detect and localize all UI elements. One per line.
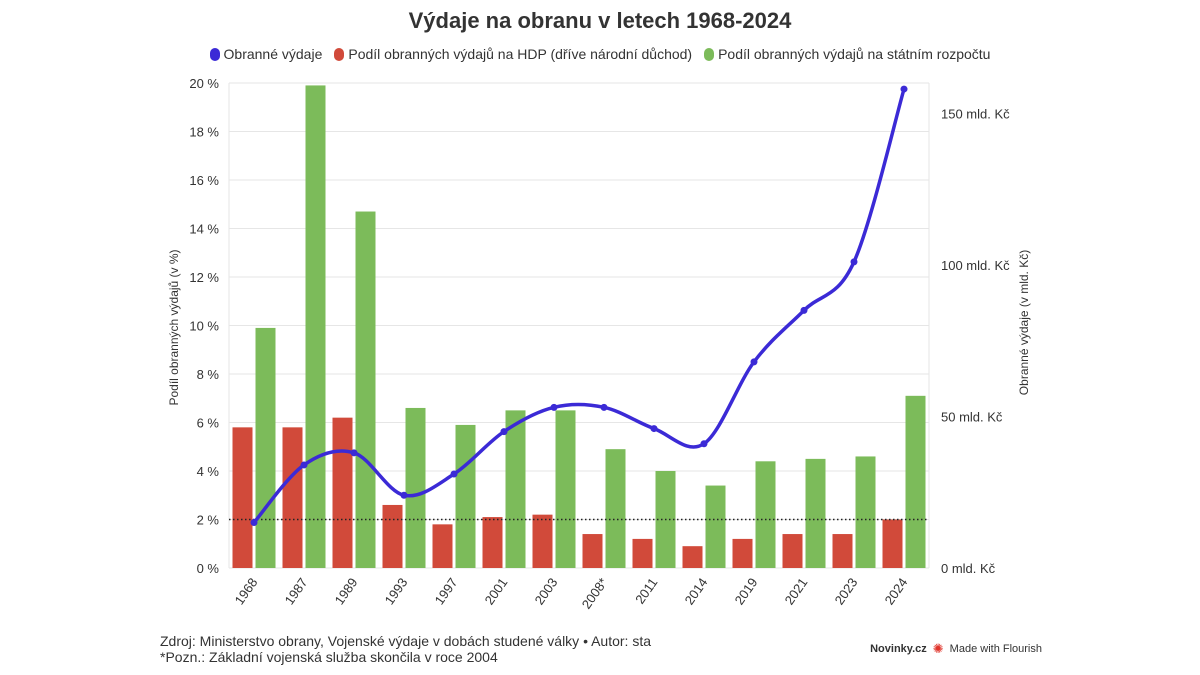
- bar-podil-rozpoctu: [805, 458, 826, 568]
- bar-podil-rozpoctu: [555, 410, 576, 568]
- y-left-tick-label: 12 %: [189, 270, 219, 285]
- line-point-obranne-vydaje: [350, 449, 358, 457]
- y-left-tick-label: 6 %: [197, 416, 220, 431]
- bar-podil-hdp: [332, 417, 353, 568]
- made-with-flourish[interactable]: Made with Flourish: [949, 643, 1042, 655]
- bar-podil-hdp: [232, 427, 253, 568]
- bar-podil-rozpoctu: [855, 456, 876, 568]
- legend-item-podil-rozpoctu[interactable]: Podíl obranných výdajů na státním rozpoč…: [704, 46, 990, 62]
- bar-podil-rozpoctu: [255, 327, 276, 568]
- bar-podil-hdp: [582, 534, 603, 568]
- y-right-axis-title: Obranné výdaje (v mld. Kč): [1017, 250, 1031, 395]
- line-point-obranne-vydaje: [500, 428, 508, 436]
- bar-podil-hdp: [682, 546, 703, 568]
- bar-podil-hdp: [632, 538, 653, 568]
- bar-podil-rozpoctu: [755, 461, 776, 568]
- x-tick-label: 2021: [782, 575, 811, 607]
- bar-podil-hdp: [882, 519, 903, 568]
- y-left-tick-label: 20 %: [189, 76, 219, 91]
- y-right-tick-label: 50 mld. Kč: [941, 409, 1003, 424]
- chart-footer: Zdroj: Ministerstvo obrany, Vojenské výd…: [160, 633, 651, 665]
- y-left-axis-title: Podíl obranných výdajů (v %): [167, 249, 181, 405]
- line-point-obranne-vydaje: [550, 403, 558, 411]
- line-point-obranne-vydaje: [450, 470, 458, 478]
- bar-podil-rozpoctu: [905, 395, 926, 568]
- bar-podil-rozpoctu: [355, 211, 376, 568]
- line-point-obranne-vydaje: [650, 425, 658, 433]
- y-left-tick-label: 8 %: [197, 367, 220, 382]
- legend-item-podil-hdp[interactable]: Podíl obranných výdajů na HDP (dříve nár…: [334, 46, 692, 62]
- bar-podil-hdp: [282, 427, 303, 568]
- bar-podil-rozpoctu: [705, 485, 726, 568]
- x-tick-label: 1997: [432, 575, 461, 607]
- y-left-tick-label: 10 %: [189, 319, 219, 334]
- y-right-tick-label: 150 mld. Kč: [941, 106, 1010, 121]
- bar-podil-rozpoctu: [305, 85, 326, 569]
- x-tick-label: 2014: [682, 575, 711, 607]
- line-point-obranne-vydaje: [750, 358, 758, 366]
- chart-title: Výdaje na obranu v letech 1968-2024: [408, 8, 792, 33]
- x-tick-label: 2023: [832, 575, 861, 607]
- line-point-obranne-vydaje: [300, 461, 308, 469]
- bar-podil-hdp: [732, 538, 753, 568]
- x-tick-label: 2019: [732, 575, 761, 607]
- bar-podil-hdp: [482, 517, 503, 568]
- bar-podil-hdp: [382, 504, 403, 568]
- y-left-tick-label: 16 %: [189, 173, 219, 188]
- x-tick-label: 2008*: [579, 575, 611, 611]
- bar-podil-hdp: [832, 534, 853, 568]
- line-point-obranne-vydaje: [700, 440, 708, 448]
- line-point-obranne-vydaje: [900, 85, 908, 93]
- legend-swatch-green: [704, 47, 715, 61]
- bar-podil-rozpoctu: [605, 449, 626, 568]
- bar-podil-rozpoctu: [505, 410, 526, 568]
- flourish-icon: ✺: [932, 641, 944, 656]
- source-text: Zdroj: Ministerstvo obrany, Vojenské výd…: [160, 633, 652, 649]
- y-left-tick-label: 2 %: [197, 513, 220, 528]
- x-tick-label: 2001: [482, 575, 511, 607]
- x-tick-label: 1993: [382, 575, 411, 607]
- bar-podil-hdp: [782, 534, 803, 568]
- publisher-logo[interactable]: Novinky.cz: [870, 643, 927, 655]
- legend-label: Obranné výdaje: [223, 46, 323, 62]
- bar-podil-hdp: [432, 524, 453, 568]
- y-left-tick-label: 4 %: [197, 464, 220, 479]
- x-tick-label: 1989: [332, 575, 361, 607]
- line-point-obranne-vydaje: [800, 306, 808, 314]
- legend-item-obranne-vydaje[interactable]: Obranné výdaje: [209, 46, 323, 62]
- x-tick-label: 1987: [282, 575, 311, 607]
- legend-label: Podíl obranných výdajů na státním rozpoč…: [718, 46, 991, 62]
- bar-podil-rozpoctu: [405, 407, 426, 568]
- y-right-tick-label: 100 mld. Kč: [941, 258, 1010, 273]
- y-left-tick-label: 18 %: [189, 125, 219, 140]
- y-left-tick-label: 0 %: [197, 561, 220, 576]
- bar-podil-rozpoctu: [455, 424, 476, 568]
- bars: [232, 85, 926, 569]
- legend-swatch-blue: [209, 47, 220, 61]
- line-point-obranne-vydaje: [400, 491, 408, 499]
- x-tick-label: 1968: [232, 575, 261, 607]
- line-point-obranne-vydaje: [600, 403, 608, 411]
- footnote-text: *Pozn.: Základní vojenská služba skončil…: [160, 649, 498, 665]
- chart-legend: Obranné výdaje Podíl obranných výdajů na…: [0, 46, 1200, 62]
- y-left-tick-label: 14 %: [189, 222, 219, 237]
- legend-label: Podíl obranných výdajů na HDP (dříve nár…: [348, 46, 693, 62]
- line-point-obranne-vydaje: [250, 519, 258, 527]
- legend-swatch-red: [334, 47, 345, 61]
- x-tick-label: 2024: [882, 575, 911, 607]
- brand-area: Novinky.cz ✺ Made with Flourish: [870, 641, 1042, 657]
- line-series: [250, 85, 908, 527]
- x-tick-label: 2011: [632, 575, 660, 607]
- y-right-tick-label: 0 mld. Kč: [941, 561, 996, 576]
- x-tick-label: 2003: [532, 575, 561, 607]
- line-point-obranne-vydaje: [850, 258, 858, 266]
- bar-podil-hdp: [532, 514, 553, 568]
